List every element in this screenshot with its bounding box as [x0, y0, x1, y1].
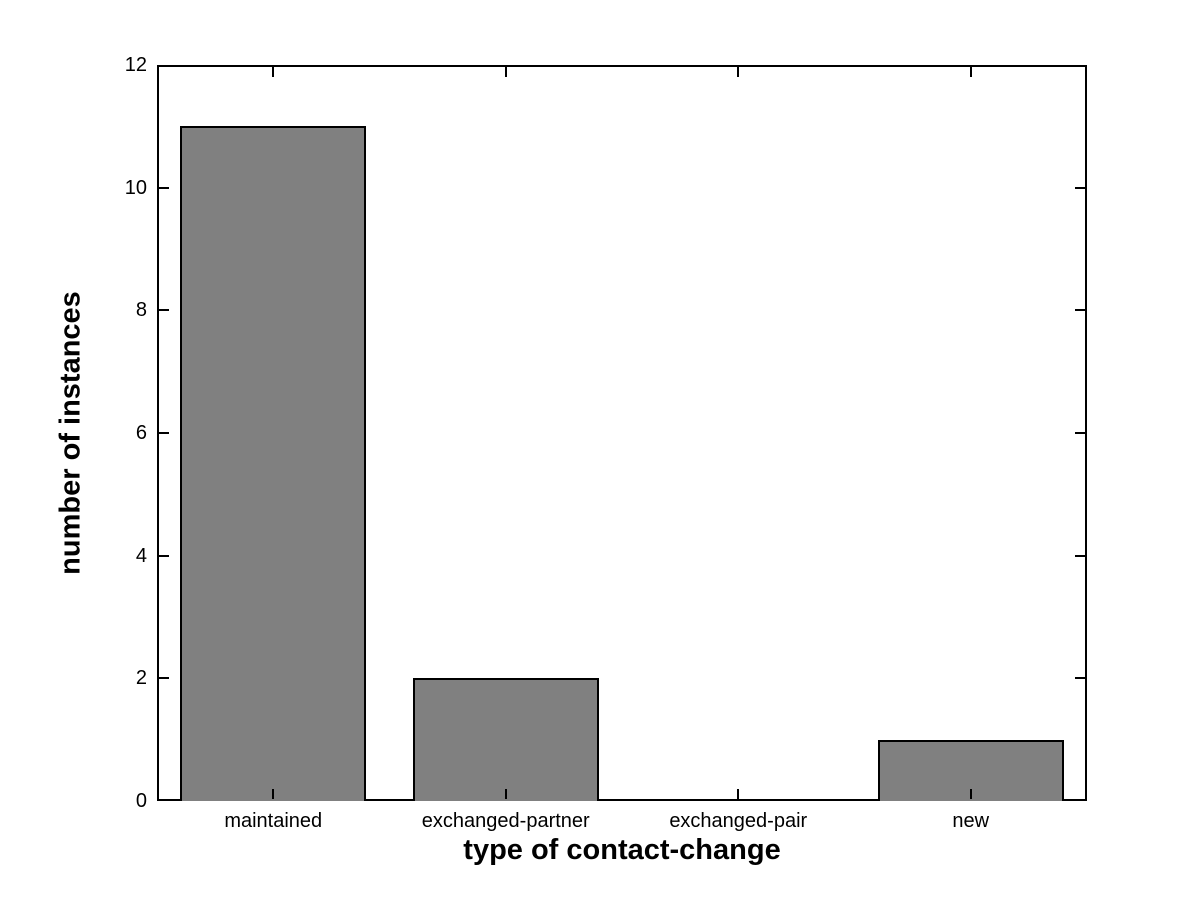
x-tick-label-new: new — [952, 810, 990, 832]
y-tick-left-10 — [159, 186, 169, 189]
y-tick-left-8 — [159, 309, 169, 312]
y-tick-left-2 — [159, 677, 169, 680]
x-tick-bottom-exchanged-pair — [737, 789, 740, 799]
x-tick-bottom-exchanged-partner — [504, 789, 507, 799]
y-axis-label-text: number of instances — [54, 291, 87, 575]
x-axis-label: type of contact-change — [463, 834, 781, 866]
x-tick-label-maintained: maintained — [224, 810, 323, 832]
y-tick-right-4 — [1075, 554, 1085, 557]
y-tick-right-10 — [1075, 186, 1085, 189]
y-tick-left-6 — [159, 432, 169, 434]
y-tick-label-2: 2 — [135, 667, 147, 690]
y-tick-label-8: 8 — [135, 299, 147, 322]
y-tick-label-10: 10 — [124, 176, 147, 199]
y-tick-left-4 — [159, 554, 169, 557]
y-tick-label-6: 6 — [135, 422, 147, 444]
y-tick-label-4: 4 — [135, 544, 147, 567]
y-tick-right-8 — [1075, 309, 1085, 312]
y-tick-right-6 — [1075, 432, 1085, 434]
x-tick-top-exchanged-partner — [504, 67, 507, 77]
x-tick-label-exchanged-pair: exchanged-pair — [669, 810, 808, 832]
x-tick-bottom-new — [969, 789, 972, 799]
y-tick-label-12: 12 — [124, 54, 147, 76]
y-tick-right-2 — [1075, 677, 1085, 680]
x-tick-top-exchanged-pair — [737, 67, 740, 77]
x-tick-top-new — [969, 67, 972, 77]
y-tick-label-0: 0 — [135, 790, 147, 812]
x-tick-bottom-maintained — [272, 789, 275, 799]
x-tick-label-exchanged-partner: exchanged-partner — [421, 810, 590, 832]
bar-exchanged-partner — [412, 678, 599, 801]
bar-maintained — [180, 126, 367, 801]
x-tick-top-maintained — [272, 67, 275, 77]
